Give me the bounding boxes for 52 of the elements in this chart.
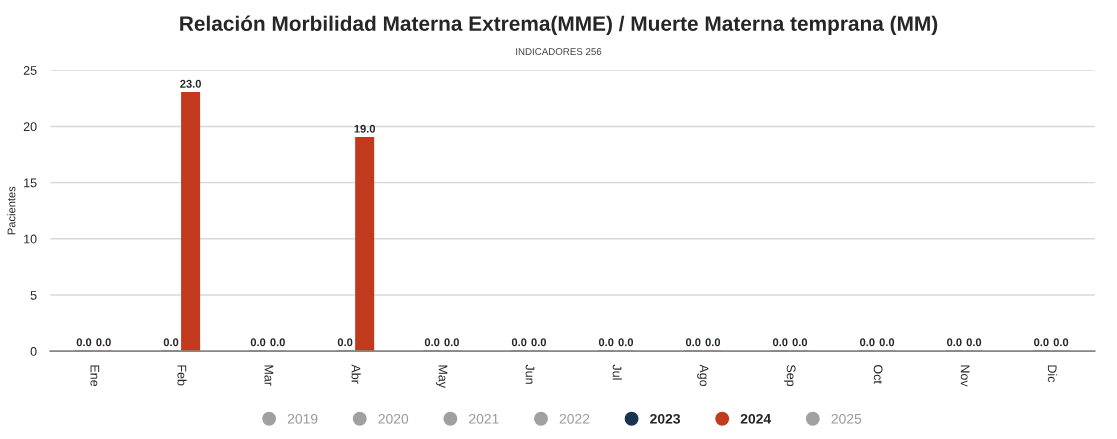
- y-tick-label: 15: [24, 178, 37, 188]
- x-tick-label: Jul: [612, 364, 622, 380]
- y-tick-label: 20: [23, 122, 37, 132]
- data-label: 0.0: [270, 338, 285, 347]
- data-label: 0.0: [76, 338, 92, 347]
- data-label: 0.0: [947, 338, 962, 347]
- y-tick-label: 0: [30, 347, 37, 356]
- legend-label: 2021: [469, 413, 499, 424]
- data-label: 0.0: [772, 338, 788, 347]
- data-label: 0.0: [860, 338, 875, 347]
- legend-label: 2025: [831, 413, 862, 424]
- x-tick-label: Dic: [1047, 365, 1057, 383]
- data-label: 0.0: [618, 338, 634, 347]
- data-label: 0.0: [879, 338, 895, 347]
- y-tick-label: 25: [23, 66, 37, 75]
- y-tick-label: 10: [24, 234, 37, 244]
- data-label: 0.0: [337, 338, 353, 347]
- y-tick-label: 5: [30, 290, 37, 300]
- data-label: 0.0: [511, 338, 527, 347]
- legend-label: 2022: [559, 413, 590, 424]
- data-label: 0.0: [444, 338, 459, 347]
- y-axis-title: Pacientes: [7, 186, 16, 235]
- x-tick-label: Abr: [351, 364, 361, 384]
- x-tick-label: Nov: [960, 365, 970, 387]
- x-tick-label: May: [436, 365, 448, 388]
- x-tick-label: Jun: [525, 364, 535, 384]
- x-tick-label: Mar: [264, 365, 274, 386]
- data-label: 0.0: [250, 338, 266, 347]
- data-label: 23.0: [180, 79, 201, 88]
- legend-label: 2024: [740, 413, 772, 424]
- data-label: 0.0: [96, 338, 111, 347]
- x-tick-label: Sep: [784, 364, 796, 387]
- data-label: 0.0: [966, 338, 982, 347]
- data-label: 0.0: [598, 338, 614, 347]
- legend-label: 2019: [287, 413, 318, 424]
- data-label: 0.0: [1053, 338, 1069, 347]
- chart-subtitle: INDICADORES 256: [516, 48, 602, 55]
- legend-label: 2023: [650, 413, 681, 424]
- data-label: 0.0: [792, 338, 808, 347]
- data-label: 0.0: [1034, 338, 1049, 347]
- data-label: 0.0: [531, 338, 547, 347]
- data-label: 0.0: [163, 338, 179, 347]
- x-tick-label: Ene: [90, 365, 100, 387]
- legend-label: 2020: [378, 413, 409, 424]
- x-tick-label: Ago: [697, 364, 709, 387]
- data-label: 0.0: [424, 338, 440, 347]
- data-label: 19.0: [354, 124, 376, 133]
- chart-title: Relación Morbilidad Materna Extrema(MME) / Muerte Materna temprana (MM): [180, 15, 938, 36]
- x-tick-label: Oct: [873, 364, 883, 384]
- data-label: 0.0: [705, 338, 721, 347]
- x-tick-label: Feb: [177, 365, 187, 386]
- data-label: 0.0: [685, 338, 701, 347]
